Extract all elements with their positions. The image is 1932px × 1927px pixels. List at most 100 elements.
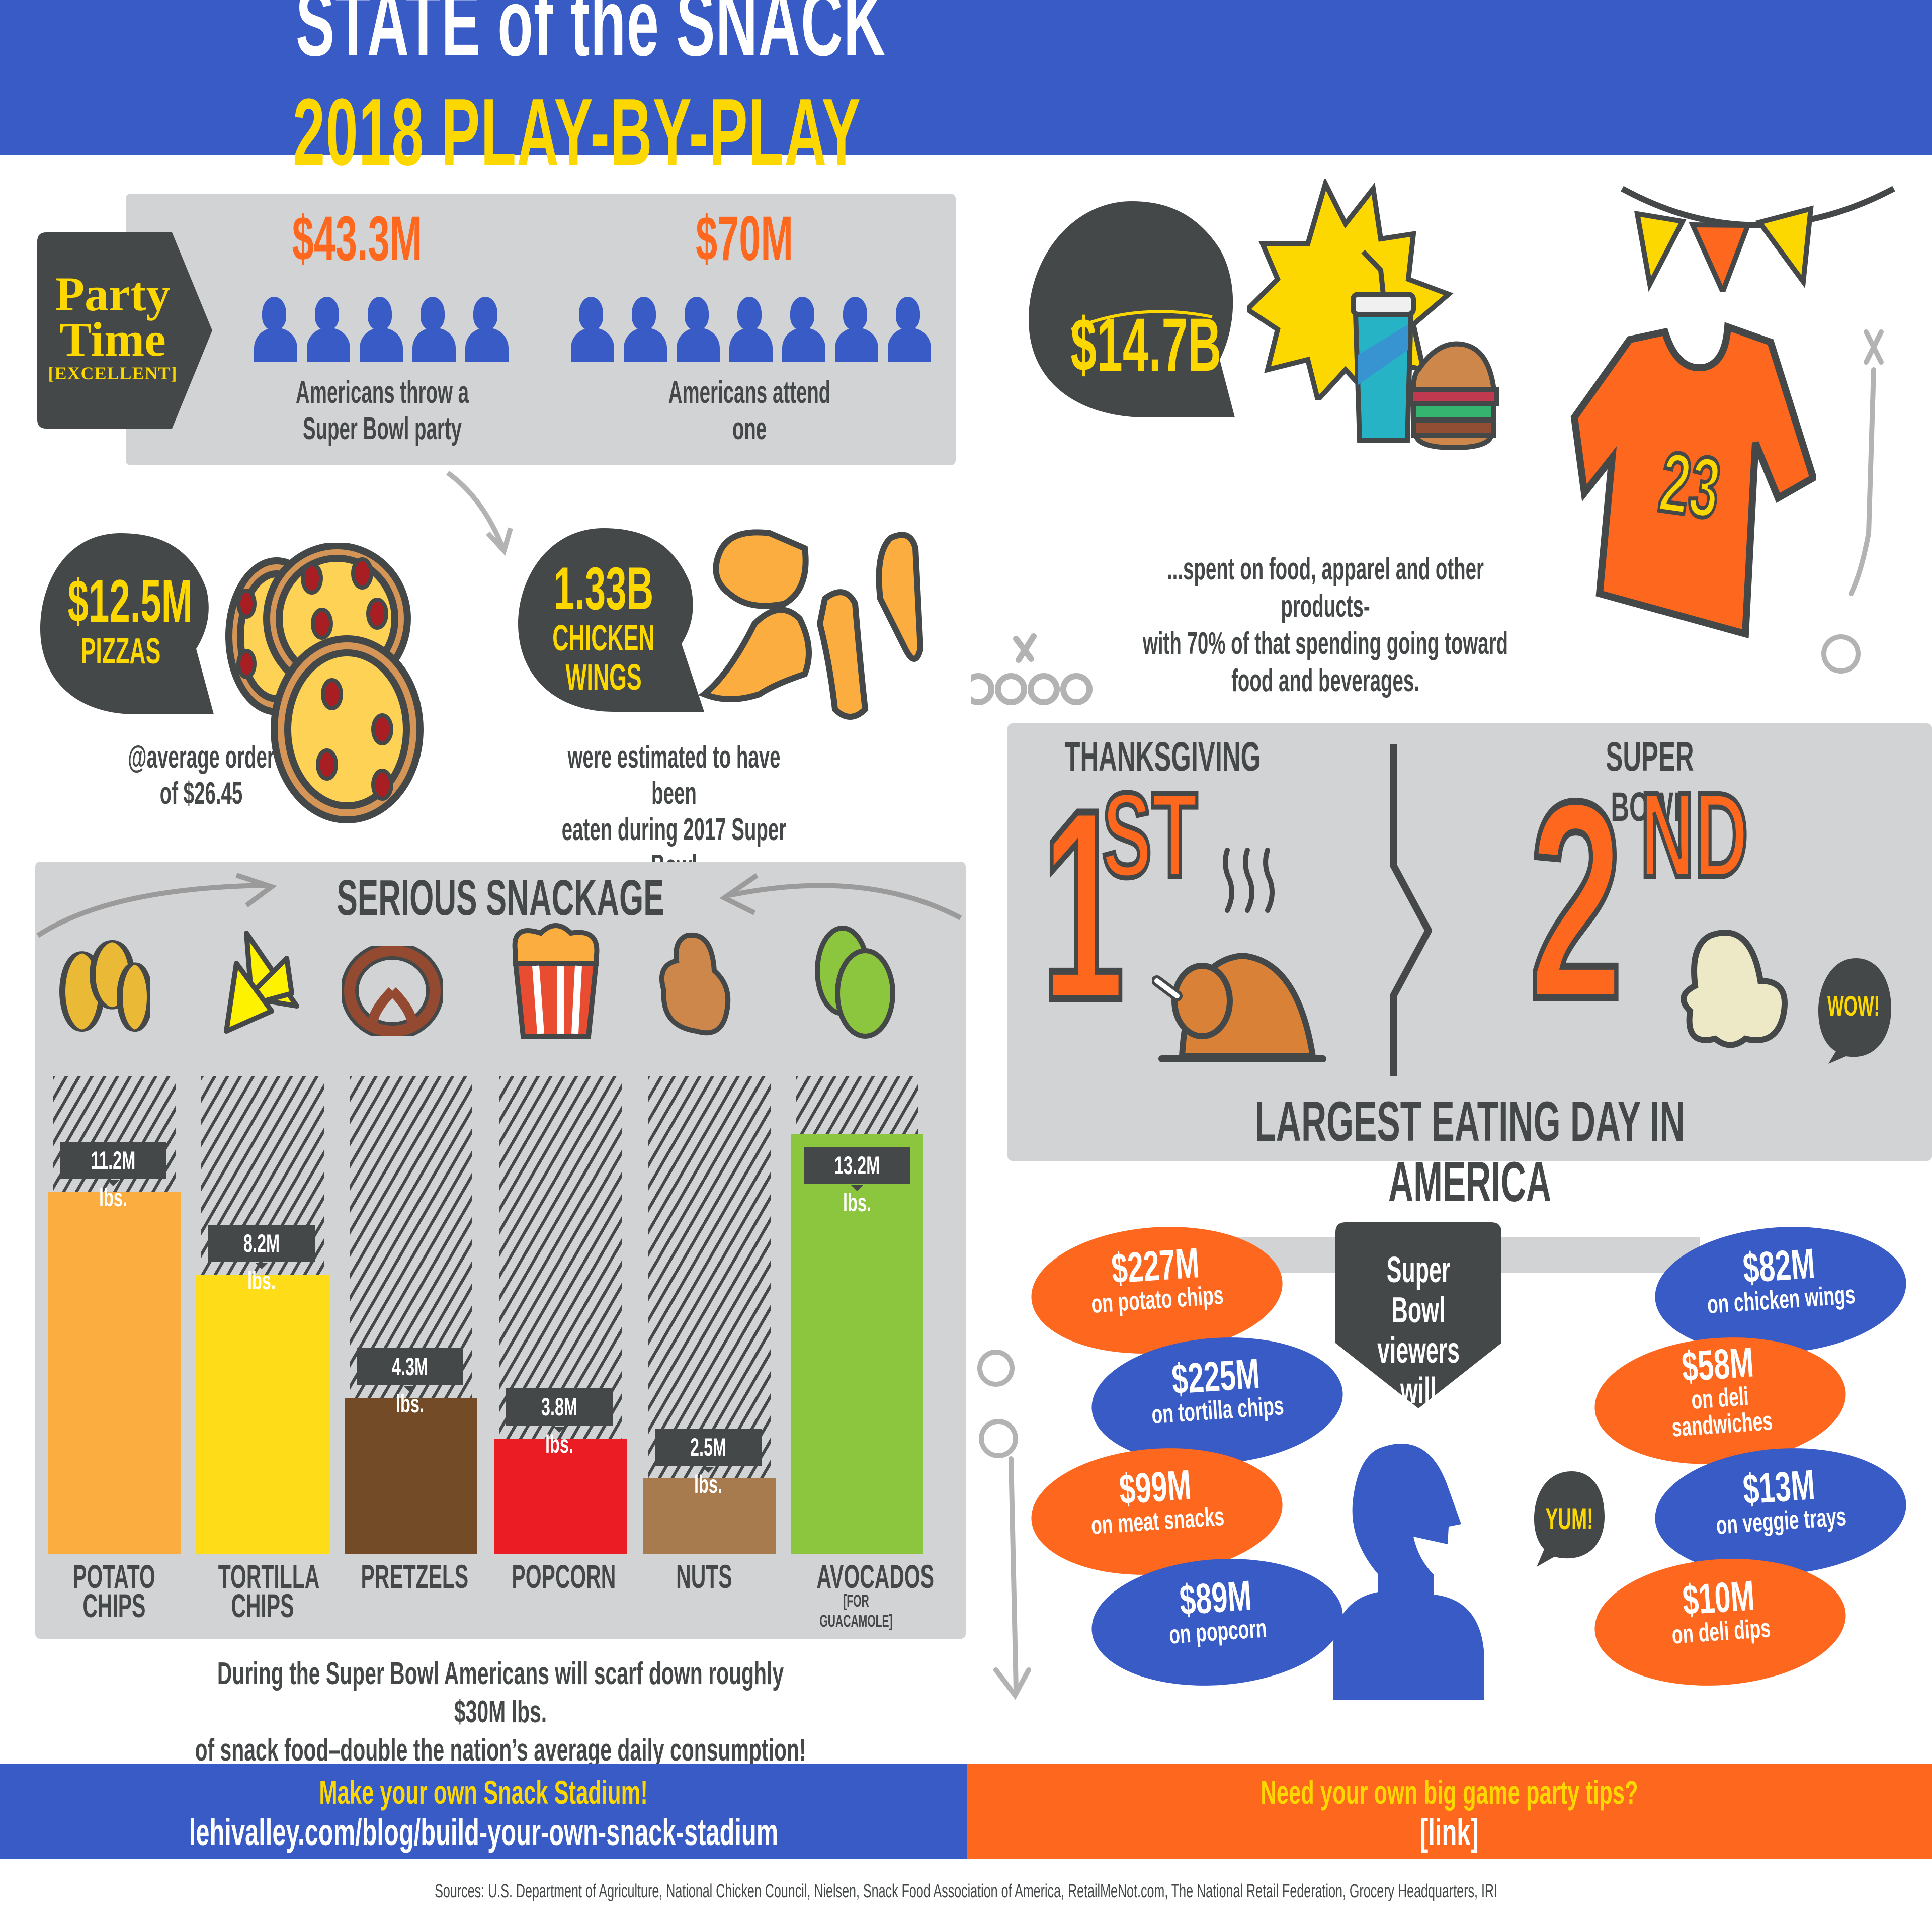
jersey-number: 23 (1653, 433, 1728, 539)
curved-arrow-icon (446, 470, 513, 556)
sources-text: Sources: U.S. Department of Agriculture,… (435, 1881, 1497, 1902)
header-banner (0, 0, 1932, 155)
person-icon (465, 297, 509, 362)
pizza-speech-bubble (40, 533, 214, 714)
pretzel-icon (342, 946, 443, 1036)
bar-label-popcorn: POPCORN (512, 1558, 616, 1595)
stat-throw-party-caption: Americans throw a Super Bowl party (296, 375, 469, 446)
bar-tortilla-chips: 8.2M lbs. (196, 1076, 329, 1554)
jersey-icon (1570, 322, 1816, 639)
pizza-caption: @average order of $26.45 (128, 740, 275, 811)
yum-text: YUM! (1545, 1502, 1593, 1536)
viewer-person-icon (1333, 1444, 1484, 1700)
snackage-summary: During the Super Bowl Americans will sca… (195, 1656, 806, 1768)
left-swoosh-arrow-icon (36, 873, 277, 938)
footer-left-panel (0, 1764, 967, 1859)
person-icon (782, 297, 825, 362)
wings-speech-bubble (518, 528, 704, 712)
bar-fill (48, 1192, 181, 1554)
person-icon (677, 297, 720, 362)
party-stats-panel (126, 194, 956, 465)
superbowl-heading: SUPER BOWL (1606, 734, 1694, 830)
title-yellow: 2018 PLAY-BY-PLAY (292, 79, 862, 186)
peanut-icon (659, 932, 731, 1036)
turkey-icon (1152, 848, 1326, 1062)
stat-attend-party-caption: Americans attend one (668, 375, 831, 446)
bar-label-pretzels: PRETZELS (361, 1558, 469, 1595)
avocado-icon (815, 926, 895, 1039)
footer-left-heading: Make your own Snack Stadium! (319, 1774, 648, 1811)
wings-label: CHICKEN WINGS (552, 618, 655, 698)
snackage-title: SERIOUS SNACKAGE (337, 870, 664, 926)
person-icon (307, 297, 350, 362)
play-diagram-icon (971, 633, 1093, 705)
popcorn-icon (512, 923, 600, 1039)
bar-label-avocados: AVOCADOS [FOR GUACAMOLE] (816, 1558, 934, 1631)
chicken-wings-icon (699, 529, 924, 720)
bar-label-tortilla-chips: TORTILLA CHIPS (218, 1558, 320, 1624)
footer-right-panel (967, 1764, 1932, 1859)
spending-speech-bubble (1029, 201, 1235, 417)
play-route-left-icon (977, 1350, 1031, 1700)
stat-attend-party-value: $70M (696, 204, 793, 274)
bar-value-tag: 2.5M lbs. (655, 1429, 762, 1498)
potato-chips-icon (59, 940, 150, 1032)
bar-pretzels: 4.3M lbs. (345, 1076, 477, 1554)
party-tips-link[interactable]: [link] (1420, 1811, 1479, 1853)
bar-label-nuts: NUTS (676, 1558, 732, 1595)
bar-value-tag: 13.2M lbs. (804, 1147, 910, 1217)
footer-right-heading: Need your own big game party tips? (1261, 1774, 1638, 1811)
viewers-heading: Super Bowl viewers will spend: (1377, 1250, 1460, 1451)
person-icon (835, 297, 878, 362)
drink-burger-icon (1351, 249, 1499, 450)
person-icon (729, 297, 773, 362)
bar-potato-chips: 11.2M lbs. (48, 1076, 181, 1554)
page-title: STATE of the SNACK 2018 PLAY-BY-PLAY (0, 0, 1932, 186)
thanksgiving-heading: THANKSGIVING (1064, 734, 1261, 780)
person-icon (571, 297, 614, 362)
play-route-icon (1821, 329, 1884, 674)
bar-value-tag: 11.2M lbs. (60, 1142, 166, 1212)
bar-fill (791, 1134, 923, 1554)
bar-label-potato-chips: POTATO CHIPS (73, 1558, 155, 1624)
wow-text: WOW! (1827, 990, 1880, 1022)
bar-avocados: 13.2M lbs. (791, 1076, 923, 1554)
greater-than-divider (1390, 744, 1432, 1076)
bar-fill (196, 1275, 329, 1554)
tortilla-chips-icon (224, 931, 299, 1034)
bar-value-tag: 4.3M lbs. (357, 1348, 463, 1418)
largest-eating-day-panel (1007, 723, 1932, 1161)
wow-speech-bubble (1818, 958, 1891, 1064)
spending-caption: ...spent on food, apparel and other prod… (1142, 552, 1508, 698)
person-icon (412, 297, 456, 362)
party-time-label: Party Time [EXCELLENT] (48, 267, 178, 384)
person-icon (888, 297, 931, 362)
title-white: STATE of the SNACK (296, 0, 886, 76)
stat-throw-party-value: $43.3M (292, 204, 423, 274)
viewers-heading-badge (1335, 1222, 1501, 1408)
superbowl-rank: 2 (1527, 743, 1625, 1058)
bar-nuts: 2.5M lbs. (643, 1076, 776, 1554)
bar-fill (643, 1478, 776, 1554)
spending-value: $14.7B (1070, 302, 1222, 387)
largest-eating-day-footer: LARGEST EATING DAY IN AMERICA (1254, 1090, 1685, 1213)
superbowl-rank-suffix: ND (1639, 768, 1750, 902)
spend-deli-dips: $10M on deli dips (1590, 1550, 1851, 1694)
person-icon (360, 297, 403, 362)
pizza-icon (225, 543, 424, 823)
popcorn-kernel-icon (1681, 930, 1788, 1048)
snack-stadium-link[interactable]: lehivalley.com/blog/build-your-own-snack… (189, 1811, 778, 1853)
pizza-value: $12.5M (67, 567, 193, 635)
pizza-label: PIZZAS (80, 631, 161, 672)
person-icon (624, 297, 667, 362)
bar-value-tag: 3.8M lbs. (506, 1388, 613, 1458)
bar-fill (494, 1439, 627, 1554)
bar-value-tag: 8.2M lbs. (208, 1225, 315, 1295)
right-swoosh-arrow-icon (719, 873, 962, 920)
person-icon (254, 297, 297, 362)
thanksgiving-rank-suffix: ST (1101, 768, 1199, 902)
pennant-banner-icon (1621, 186, 1895, 292)
wings-value: 1.33B (553, 555, 654, 622)
bar-popcorn: 3.8M lbs. (494, 1076, 627, 1554)
bar-fill (345, 1398, 477, 1554)
